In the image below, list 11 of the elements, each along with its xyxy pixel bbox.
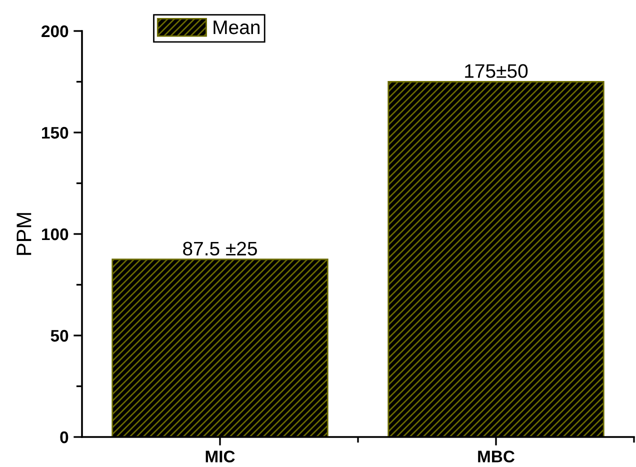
y-tick-label: 200 <box>42 25 68 38</box>
x-tick-label: MBC <box>478 450 515 462</box>
y-tick-label: 100 <box>42 228 68 240</box>
y-tick-label: 50 <box>50 330 68 342</box>
y-tick-label: 150 <box>42 126 68 139</box>
data-label: 87.5 ±25 <box>183 242 257 256</box>
y-tick-label: 0 <box>60 431 68 444</box>
data-label: 175±50 <box>465 64 528 78</box>
y-axis-title: PPM <box>16 213 32 255</box>
x-tick-label: MIC <box>206 450 235 462</box>
legend-label: Mean <box>214 20 260 34</box>
